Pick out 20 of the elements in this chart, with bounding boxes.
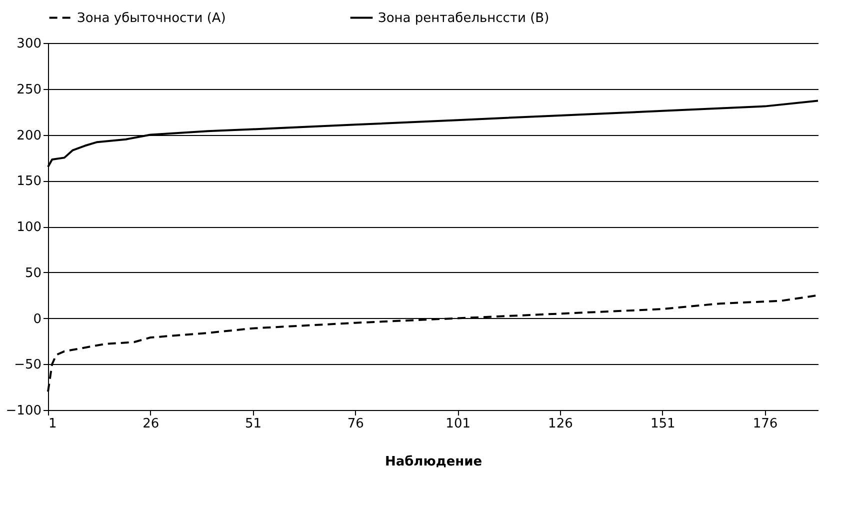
legend-label: Зона рентабельнсcти (B) bbox=[378, 10, 550, 26]
y-tick-label: 0 bbox=[33, 312, 42, 327]
x-tick-label: 126 bbox=[548, 416, 573, 432]
y-tick-label: 300 bbox=[16, 36, 42, 52]
y-tick-label: 250 bbox=[16, 82, 42, 98]
legend-label: Зона убыточности (A) bbox=[77, 10, 226, 26]
y-tick-label: 100 bbox=[16, 220, 42, 235]
y-tick-label: 200 bbox=[16, 128, 42, 144]
x-axis-title: Наблюдение bbox=[384, 454, 482, 470]
x-tick-label: 51 bbox=[245, 416, 262, 432]
x-tick-label: 151 bbox=[650, 416, 676, 432]
x-tick-label: 26 bbox=[142, 416, 160, 432]
y-tick-label: 150 bbox=[16, 174, 42, 190]
y-tick-label: −50 bbox=[14, 358, 42, 373]
x-tick-label: 76 bbox=[347, 416, 364, 432]
y-tick-label: 50 bbox=[24, 266, 42, 281]
x-tick-label: 101 bbox=[446, 416, 470, 432]
x-tick-label: 176 bbox=[752, 416, 778, 432]
y-tick-label: −100 bbox=[6, 404, 42, 418]
x-tick-label: 1 bbox=[48, 416, 57, 432]
